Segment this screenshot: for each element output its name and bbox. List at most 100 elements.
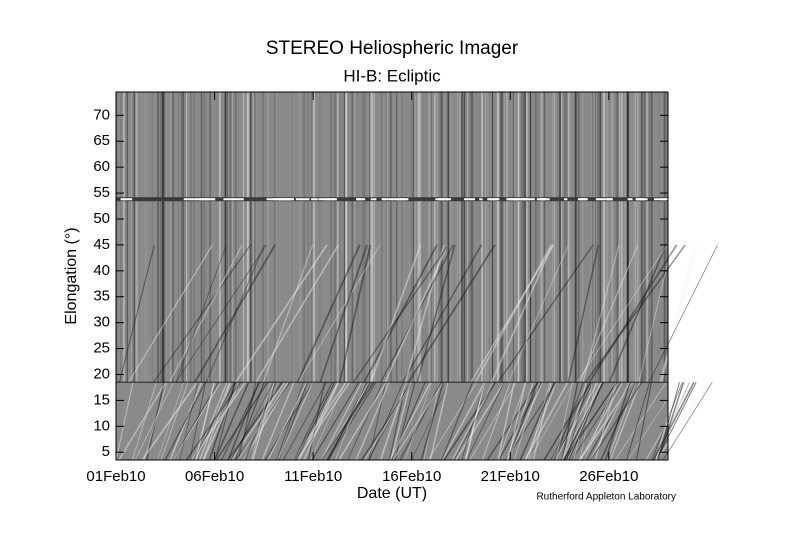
track [364,381,413,461]
y-tick-label: 60 [93,158,110,175]
track [490,244,554,383]
chart-subtitle: HI-B: Ecliptic [343,66,441,85]
track [497,382,515,461]
track [576,244,668,383]
x-tick-label: 06Feb10 [185,468,244,485]
track [626,382,651,461]
track [506,382,534,461]
track [568,382,604,461]
band-dash [223,198,234,201]
track [141,381,198,461]
y-tick-label: 40 [93,262,110,279]
track [335,382,366,461]
band-dash [195,198,207,201]
track [555,382,573,461]
band-dash [523,198,535,201]
track [498,382,527,461]
track [661,244,695,383]
track [390,382,412,461]
x-tick-label: 26Feb10 [579,468,638,485]
band-dash [266,198,277,201]
track [157,382,184,461]
band-dash [513,198,526,201]
track [389,381,432,461]
band-dash [595,198,603,201]
track [295,381,336,461]
track [563,381,618,461]
track [237,381,289,461]
track [416,244,456,383]
x-tick-label: 01Feb10 [86,468,145,485]
track [525,382,557,461]
chart-title: STEREO Heliospheric Imager [266,38,519,59]
band-dash [311,198,318,201]
track [567,382,602,461]
band-dash [183,198,196,201]
track [338,381,387,461]
track [363,244,438,383]
y-tick-label: 65 [93,132,110,149]
track [131,382,157,461]
band-dash [231,198,244,201]
y-tick-label: 55 [93,184,110,201]
track [282,382,327,461]
track [379,382,408,461]
track [307,382,326,461]
band-dash [564,198,568,201]
band-dash [295,198,305,201]
track [267,382,308,461]
band-dash [435,198,449,201]
y-axis-label: Elongation (°) [63,227,80,324]
track [338,244,372,383]
band-dash [273,198,278,201]
track [614,382,667,461]
track [297,244,381,383]
track [160,382,189,461]
track [571,382,622,461]
track [198,381,231,461]
band-dash [381,198,393,201]
track [411,382,450,461]
track [470,244,555,383]
y-tick-label: 70 [93,106,110,123]
track [579,244,639,383]
track [561,382,588,461]
track [550,382,591,461]
credit: Rutherford Appleton Laboratory [536,492,676,503]
x-tick-label: 21Feb10 [481,468,540,485]
band-dash [539,198,550,201]
band-dash [627,198,633,201]
track [579,381,623,461]
track [380,244,454,383]
track [234,382,265,461]
track [293,382,333,461]
band-dash [318,198,327,201]
track [652,381,695,461]
track [648,244,718,383]
track [310,382,346,461]
track [607,382,637,461]
track [261,382,295,461]
track [118,244,155,383]
track [172,381,222,461]
track [185,381,242,461]
track [205,244,265,383]
track [508,244,569,383]
band-dash [382,198,386,201]
y-tick-label: 10 [93,417,110,434]
track [394,382,416,461]
track [168,244,243,383]
track [420,382,444,461]
x-tick-label: 16Feb10 [382,468,441,485]
track [320,381,363,461]
track [369,244,422,383]
band-dash [303,198,310,201]
track [202,381,240,461]
track [554,381,599,461]
track [469,382,517,461]
band-dash [506,198,519,201]
track [143,382,168,461]
track [600,381,637,461]
band-dash [277,198,284,201]
track [202,382,232,461]
